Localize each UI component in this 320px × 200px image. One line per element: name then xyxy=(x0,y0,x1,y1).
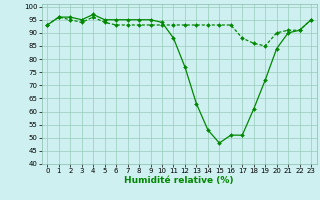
X-axis label: Humidité relative (%): Humidité relative (%) xyxy=(124,176,234,185)
